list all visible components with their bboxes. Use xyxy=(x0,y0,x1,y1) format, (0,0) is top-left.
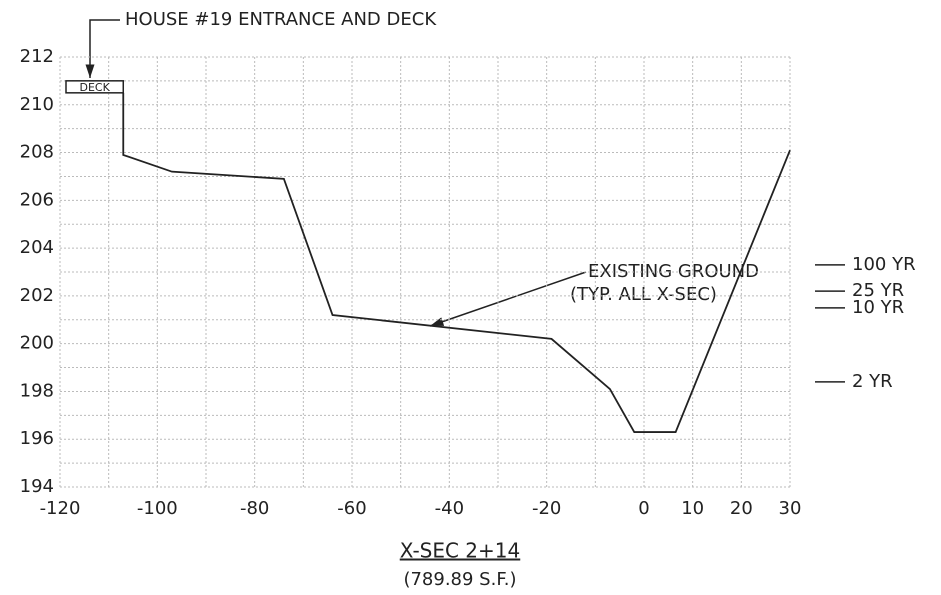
house-annotation: HOUSE #19 ENTRANCE AND DECK xyxy=(125,9,437,30)
y-tick-label: 208 xyxy=(20,142,54,163)
y-tick-label: 210 xyxy=(20,94,54,115)
deck-label: DECK xyxy=(79,81,110,94)
x-tick-label: -120 xyxy=(40,498,81,519)
y-tick-label: 198 xyxy=(20,380,54,401)
house-leader xyxy=(85,19,120,78)
deck xyxy=(65,80,125,94)
x-tick-label: -60 xyxy=(337,498,366,519)
x-tick-label: 20 xyxy=(730,498,753,519)
ground-line xyxy=(122,92,791,433)
section-title: X-SEC 2+14 xyxy=(400,539,521,563)
x-tick-label: 0 xyxy=(638,498,649,519)
section-area: (789.89 S.F.) xyxy=(403,569,516,590)
x-tick-label: -100 xyxy=(137,498,178,519)
water-level-label: 100 YR xyxy=(852,254,916,275)
y-tick-label: 206 xyxy=(20,189,54,210)
x-tick-label: -20 xyxy=(532,498,561,519)
ground-annotation-2: (TYP. ALL X-SEC) xyxy=(570,284,717,305)
water-level-label: 10 YR xyxy=(852,297,904,318)
x-tick-label: 10 xyxy=(681,498,704,519)
water-level-label: 2 YR xyxy=(852,371,893,392)
x-tick-label: 30 xyxy=(779,498,802,519)
x-tick-label: -40 xyxy=(435,498,464,519)
water-level-label: 25 YR xyxy=(852,280,904,301)
y-tick-label: 204 xyxy=(20,237,54,258)
y-tick-label: 196 xyxy=(20,428,54,449)
ground-leader xyxy=(429,271,587,327)
y-tick-label: 200 xyxy=(20,333,54,354)
y-tick-label: 194 xyxy=(20,476,54,497)
y-tick-label: 202 xyxy=(20,285,54,306)
x-tick-label: -80 xyxy=(240,498,269,519)
y-tick-label: 212 xyxy=(20,46,54,67)
